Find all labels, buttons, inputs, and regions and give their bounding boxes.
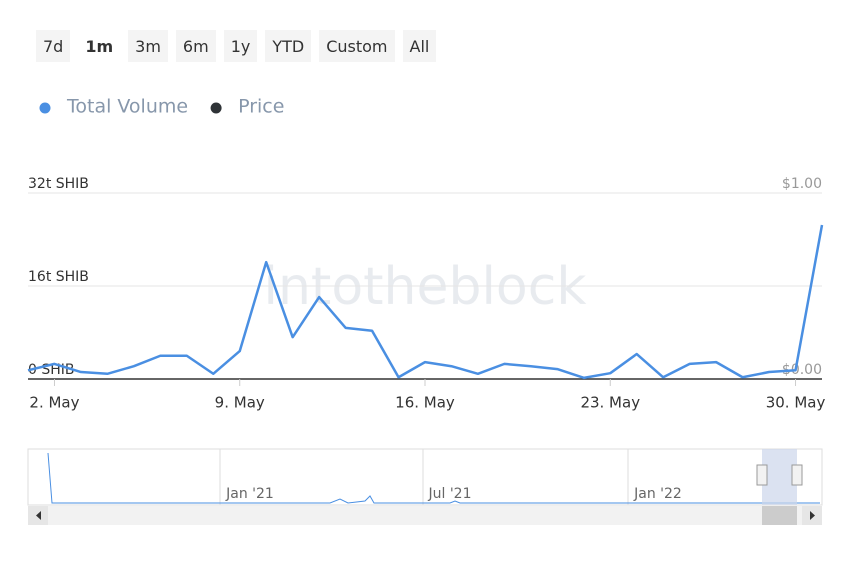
navigator-label: Jul '21 <box>427 486 471 502</box>
range-button[interactable]: YTD <box>265 30 312 62</box>
x-tick-label: 23. May <box>580 394 640 412</box>
scrollbar[interactable] <box>28 506 822 525</box>
watermark: intotheblock <box>264 257 587 317</box>
range-button[interactable]: All <box>402 30 437 62</box>
range-selector: 7d 1m 3m 6m 1y YTD Custom All <box>36 30 437 62</box>
x-tick-label: 30. May <box>766 394 826 412</box>
y2-tick-label: $0.00 <box>782 362 822 378</box>
navigator-label: Jan '21 <box>225 486 274 502</box>
navigator-handle[interactable] <box>756 464 768 486</box>
range-button[interactable]: Custom <box>319 30 395 62</box>
range-button[interactable]: 3m <box>128 30 168 62</box>
navigator-label: Jan '22 <box>633 486 682 502</box>
y2-tick-label: $1.00 <box>782 176 822 192</box>
navigator-line <box>47 452 820 504</box>
x-tick-label: 2. May <box>29 394 79 412</box>
navigator <box>27 448 823 506</box>
scroll-thumb[interactable] <box>762 506 797 525</box>
range-button[interactable]: 1y <box>223 30 258 62</box>
legend-marker <box>39 102 51 114</box>
navigator-window[interactable] <box>762 449 797 505</box>
legend-label: Price <box>238 96 284 118</box>
arrow <box>810 511 815 520</box>
y-tick-label: 16t SHIB <box>28 269 89 285</box>
legend-label: Total Volume <box>66 96 188 118</box>
range-button[interactable]: 1m <box>78 30 121 62</box>
x-tick-label: 16. May <box>395 394 455 412</box>
range-button[interactable]: 7d <box>36 30 71 62</box>
navigator-handle[interactable] <box>791 464 803 486</box>
legend-marker <box>210 102 222 114</box>
x-tick-label: 9. May <box>215 394 265 412</box>
y-tick-label: 32t SHIB <box>28 176 89 192</box>
range-button[interactable]: 6m <box>175 30 216 62</box>
arrow <box>36 511 41 520</box>
series-line <box>27 224 824 380</box>
